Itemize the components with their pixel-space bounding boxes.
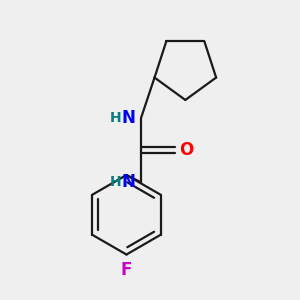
Text: O: O — [179, 141, 194, 159]
Text: H: H — [110, 111, 121, 124]
Text: H: H — [110, 176, 121, 189]
Text: F: F — [121, 261, 132, 279]
Text: N: N — [122, 109, 136, 127]
Text: N: N — [122, 173, 136, 191]
